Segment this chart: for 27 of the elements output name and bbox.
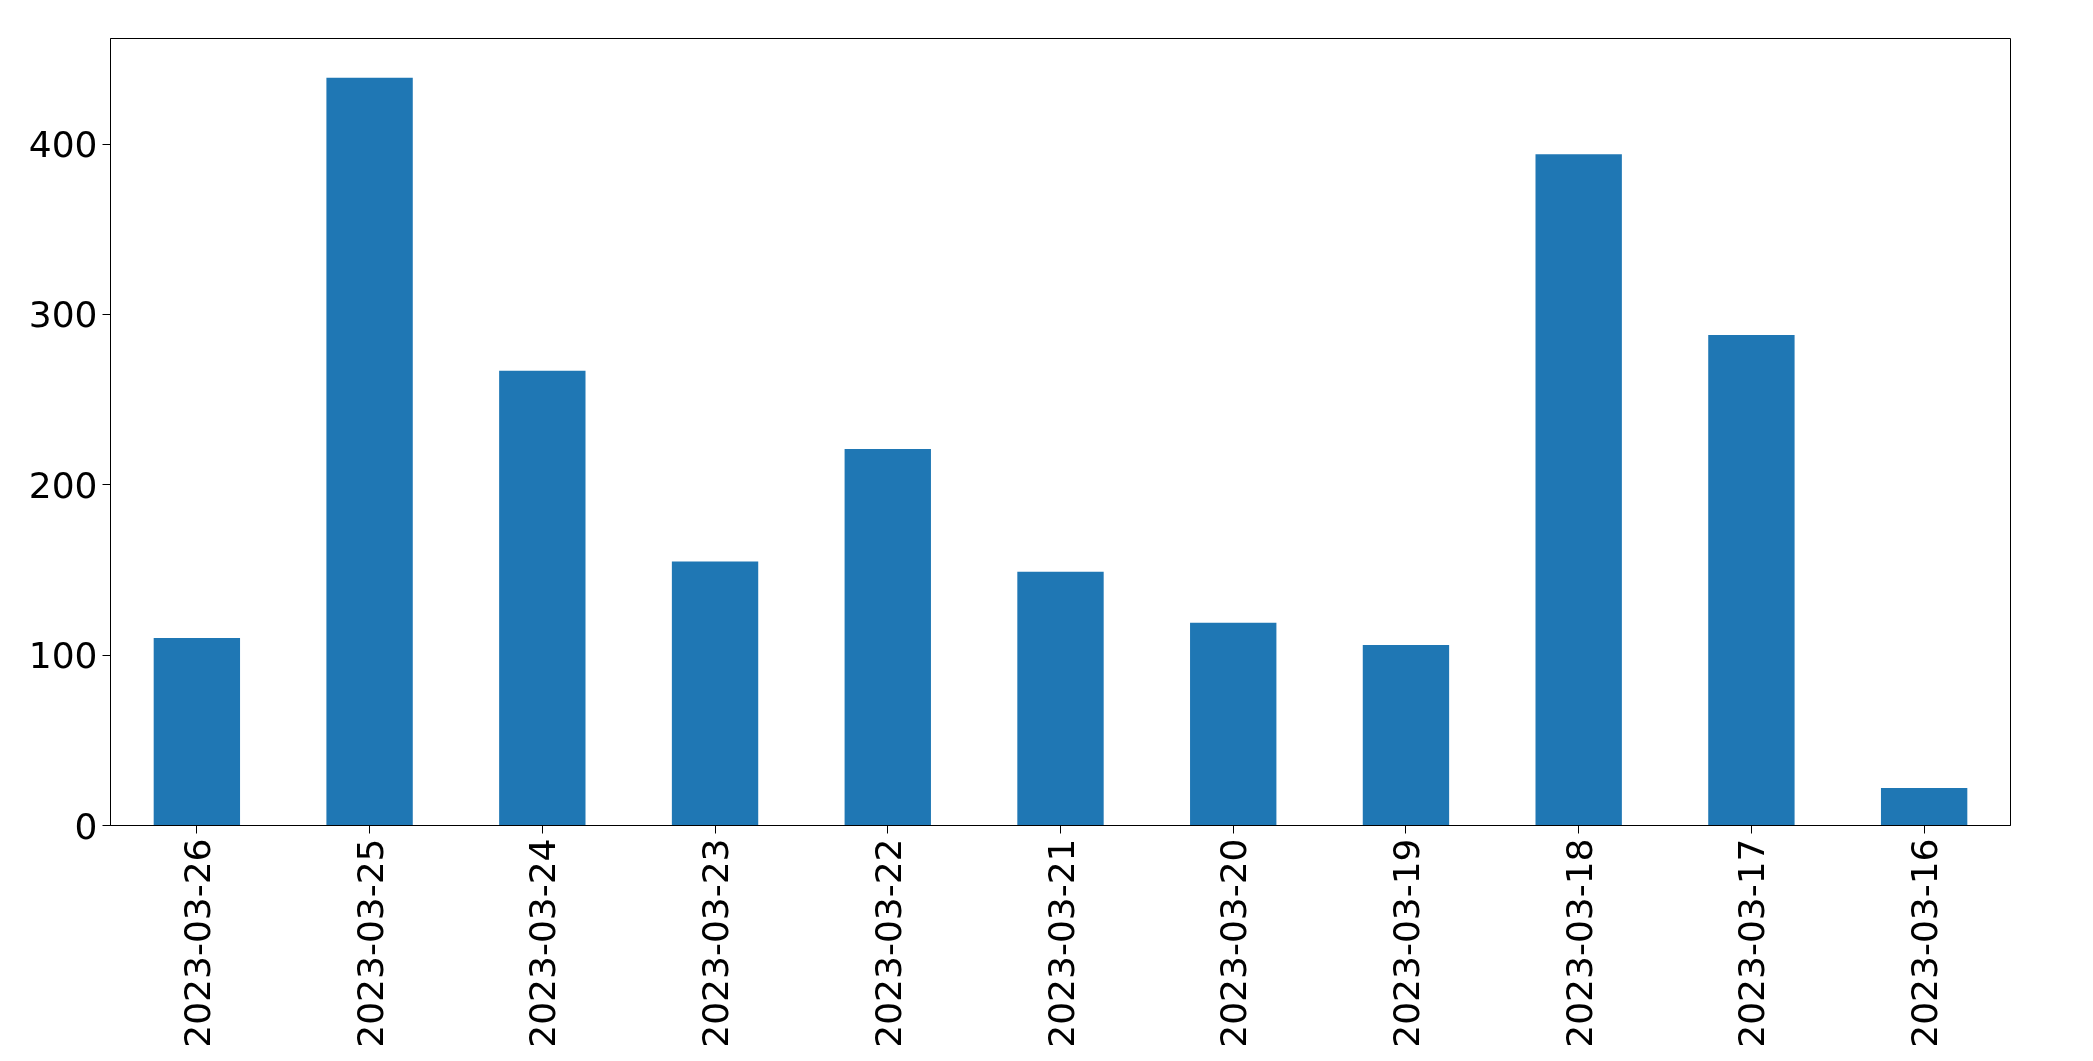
x-tick-label: 2023-03-26 [176, 838, 218, 1048]
y-tick-label: 300 [28, 294, 98, 336]
x-tick-label: 2023-03-24 [522, 838, 564, 1048]
bar [499, 370, 586, 826]
bar [1708, 334, 1795, 826]
bar [844, 449, 931, 826]
x-tick-label: 2023-03-23 [695, 838, 737, 1048]
x-tick-label: 2023-03-25 [349, 838, 391, 1048]
bar [1535, 154, 1622, 826]
x-tick-label: 2023-03-22 [867, 838, 909, 1048]
x-tick-label: 2023-03-20 [1213, 838, 1255, 1048]
x-tick-label: 2023-03-16 [1904, 838, 1946, 1048]
bar [671, 561, 759, 826]
bar [1362, 644, 1450, 826]
x-tick-label: 2023-03-21 [1040, 838, 1082, 1048]
bar [1017, 571, 1104, 826]
y-tick-label: 400 [28, 124, 98, 166]
x-tick-label: 2023-03-18 [1558, 838, 1600, 1048]
x-tick-label: 2023-03-19 [1385, 838, 1427, 1048]
bar [326, 77, 413, 826]
y-tick-label: 100 [28, 635, 98, 677]
y-tick-label: 200 [28, 464, 98, 506]
bar [1880, 788, 1968, 826]
x-tick-label: 2023-03-17 [1731, 838, 1773, 1048]
bar [1190, 622, 1277, 826]
bar [153, 638, 241, 826]
y-tick-label: 0 [74, 805, 98, 847]
